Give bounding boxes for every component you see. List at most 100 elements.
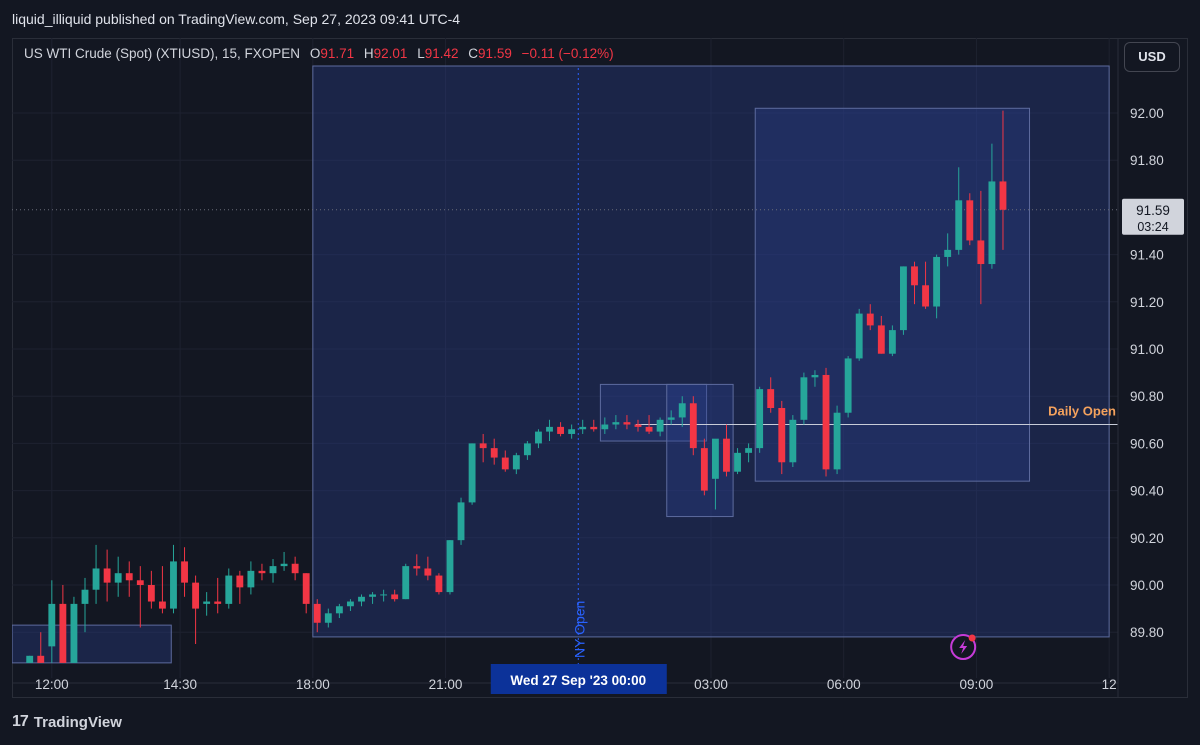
- candle-body[interactable]: [933, 256, 941, 307]
- candle-body[interactable]: [225, 575, 233, 604]
- candle-body[interactable]: [800, 377, 808, 420]
- candle-body[interactable]: [944, 249, 952, 257]
- candle-body[interactable]: [258, 570, 266, 574]
- candle-body[interactable]: [490, 448, 498, 458]
- candle-body[interactable]: [888, 330, 896, 354]
- candle-body[interactable]: [479, 443, 487, 449]
- publisher-text: liquid_illiquid published on TradingView…: [12, 11, 461, 27]
- candle-body[interactable]: [767, 389, 775, 408]
- candle-body[interactable]: [247, 570, 255, 588]
- candle-body[interactable]: [324, 613, 332, 623]
- candle-body[interactable]: [922, 285, 929, 307]
- candle-body[interactable]: [37, 655, 45, 663]
- time-tick-label: 18:00: [296, 677, 330, 692]
- candle-body[interactable]: [988, 181, 996, 265]
- candle-body[interactable]: [335, 606, 343, 614]
- candle-body[interactable]: [358, 596, 365, 602]
- candle-body[interactable]: [170, 561, 177, 609]
- candle-body[interactable]: [756, 389, 764, 449]
- candle-body[interactable]: [711, 438, 719, 479]
- candle-body[interactable]: [181, 561, 188, 583]
- candle-body[interactable]: [158, 601, 166, 609]
- candle-body[interactable]: [778, 408, 786, 463]
- candle-body[interactable]: [900, 266, 907, 331]
- candle-body[interactable]: [236, 575, 244, 588]
- candle-body[interactable]: [811, 374, 819, 378]
- candle-body[interactable]: [147, 585, 155, 602]
- candle-body[interactable]: [623, 422, 631, 425]
- candle-body[interactable]: [457, 502, 465, 541]
- candle-body[interactable]: [103, 568, 111, 583]
- candle-body[interactable]: [844, 358, 852, 413]
- candle-body[interactable]: [59, 603, 67, 663]
- candle-body[interactable]: [214, 601, 222, 604]
- candle-body[interactable]: [81, 589, 89, 604]
- close-value: 91.59: [478, 46, 512, 61]
- candle-body[interactable]: [590, 426, 598, 430]
- candle-body[interactable]: [689, 403, 697, 449]
- candle-body[interactable]: [634, 424, 642, 427]
- candle-body[interactable]: [700, 448, 708, 491]
- candle-body[interactable]: [955, 200, 963, 250]
- candle-body[interactable]: [656, 419, 664, 432]
- time-tick-label: 21:00: [429, 677, 463, 692]
- time-tick-label: 12: [1102, 677, 1117, 692]
- candle-body[interactable]: [203, 601, 211, 604]
- candle-body[interactable]: [999, 181, 1007, 210]
- candle-body[interactable]: [568, 429, 576, 434]
- candle-body[interactable]: [822, 374, 830, 470]
- candle-body[interactable]: [48, 603, 56, 647]
- candle-body[interactable]: [413, 566, 421, 569]
- candle-body[interactable]: [911, 266, 918, 286]
- candle-body[interactable]: [125, 573, 133, 581]
- candle-body[interactable]: [789, 419, 797, 463]
- candle-body[interactable]: [435, 575, 443, 593]
- price-tick-label: 90.40: [1130, 484, 1164, 499]
- candle-body[interactable]: [391, 594, 399, 600]
- candle-body[interactable]: [535, 431, 542, 444]
- candle-body[interactable]: [402, 566, 410, 600]
- candle-body[interactable]: [645, 426, 653, 432]
- candle-body[interactable]: [70, 603, 78, 663]
- candle-body[interactable]: [667, 417, 675, 420]
- candle-body[interactable]: [678, 403, 686, 418]
- currency-button[interactable]: USD: [1124, 42, 1180, 72]
- candle-body[interactable]: [446, 540, 454, 593]
- candle-body[interactable]: [302, 573, 310, 604]
- candle-body[interactable]: [369, 594, 376, 597]
- candle-body[interactable]: [280, 563, 288, 567]
- candle-body[interactable]: [347, 601, 354, 607]
- candle-body[interactable]: [380, 594, 388, 596]
- candle-body[interactable]: [579, 426, 587, 430]
- candle-body[interactable]: [523, 443, 531, 456]
- open-value: 91.71: [320, 46, 355, 61]
- candle-body[interactable]: [745, 448, 753, 453]
- candle-body[interactable]: [977, 240, 985, 265]
- candle-body[interactable]: [313, 603, 321, 623]
- candle-body[interactable]: [192, 582, 200, 609]
- candle-body[interactable]: [612, 422, 620, 425]
- tradingview-brand[interactable]: 17 TradingView: [12, 713, 122, 731]
- candle-body[interactable]: [855, 313, 863, 359]
- candle-body[interactable]: [424, 568, 432, 576]
- candle-body[interactable]: [114, 573, 122, 583]
- price-chart[interactable]: NY Open Daily Open 92.00 91.80 91.40 91.20 91.…: [12, 38, 1188, 698]
- candle-body[interactable]: [512, 455, 520, 470]
- candle-body[interactable]: [291, 563, 299, 574]
- candle-body[interactable]: [833, 412, 841, 470]
- candle-body[interactable]: [26, 655, 34, 663]
- candle-body[interactable]: [723, 438, 730, 472]
- candle-body[interactable]: [546, 426, 553, 432]
- candle-body[interactable]: [966, 200, 974, 241]
- candle-body[interactable]: [468, 443, 476, 503]
- candle-body[interactable]: [734, 452, 741, 472]
- candle-body[interactable]: [877, 325, 885, 354]
- price-tick-label: 91.40: [1130, 248, 1164, 263]
- candle-body[interactable]: [269, 566, 277, 574]
- candle-body[interactable]: [601, 424, 609, 430]
- candle-body[interactable]: [92, 568, 100, 590]
- candle-body[interactable]: [136, 580, 144, 585]
- candle-body[interactable]: [501, 457, 509, 470]
- candle-body[interactable]: [557, 426, 565, 434]
- candle-body[interactable]: [866, 313, 874, 326]
